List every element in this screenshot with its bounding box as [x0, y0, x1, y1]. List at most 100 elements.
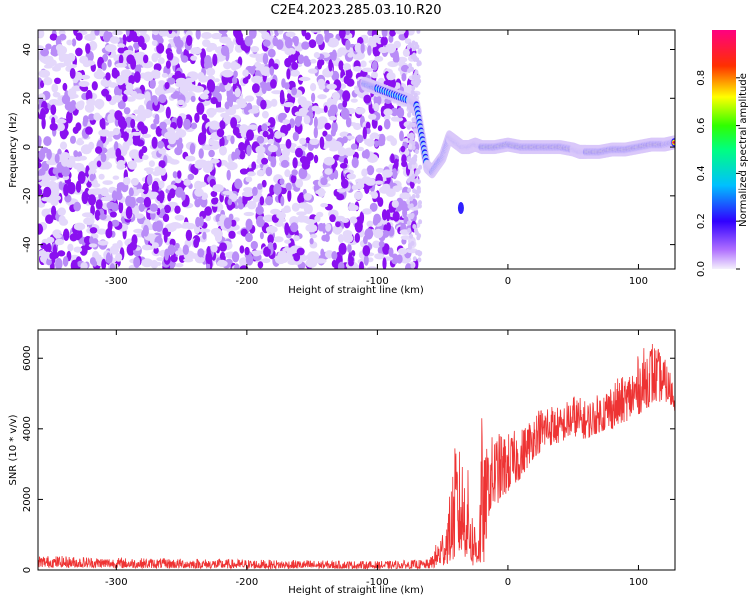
spectrogram-noise-cell	[45, 198, 57, 203]
spectrogram-noise-cell	[166, 77, 176, 85]
y-tick-label: -40	[22, 236, 33, 252]
spectrogram-noise-cell	[239, 245, 245, 254]
spectrogram-noise-cell	[129, 187, 134, 196]
spectrogram-noise-cell	[373, 213, 381, 224]
spectrogram-noise-cell	[94, 30, 100, 36]
spectrogram-noise-cell	[331, 251, 338, 260]
spectrogram-noise-cell	[38, 69, 51, 78]
spectrogram-noise-cell	[246, 171, 256, 177]
spectrogram-noise-cell	[61, 94, 71, 105]
spectrogram-noise-cell	[107, 220, 113, 232]
spectrogram-noise-cell	[415, 44, 420, 50]
spectrogram-noise-cell	[213, 78, 220, 83]
spectrogram-noise-cell	[49, 189, 60, 197]
spectrogram-noise-cell	[151, 40, 158, 46]
spectrogram-noise-cell	[417, 257, 422, 263]
spectrogram-noise-cell	[327, 37, 339, 48]
spectrogram-noise-cell	[234, 263, 240, 269]
spectrogram-noise-cell	[132, 31, 138, 43]
spectrogram-noise-cell	[401, 73, 407, 82]
spectrogram-noise-cell	[245, 232, 253, 243]
spectrogram-noise-cell	[390, 153, 395, 164]
spectrogram-noise-cell	[408, 244, 412, 250]
snr-series	[38, 343, 675, 570]
spectrogram-noise-cell	[404, 263, 412, 269]
spectrogram-noise-cell	[54, 153, 60, 164]
spectrogram-noise-cell	[38, 250, 47, 257]
spectrogram-noise-cell	[206, 46, 213, 53]
spectrogram-noise-cell	[57, 250, 66, 257]
spectrogram-noise-cell	[356, 146, 364, 152]
spectrogram-noise-cell	[234, 31, 243, 41]
spectrogram-noise-cell	[241, 191, 254, 197]
spectrogram-noise-cell	[87, 194, 97, 206]
spectrogram-noise-cell	[112, 243, 120, 248]
spectrogram-noise-cell	[339, 131, 350, 138]
spectrogram-y-ticks: -40 -20 0 20 40	[22, 43, 675, 253]
spectrogram-noise-cell	[342, 63, 351, 71]
spectrogram-noise-cell	[109, 211, 117, 218]
spectrogram-noise-cell	[206, 79, 215, 92]
spectrogram-noise-cell	[250, 46, 260, 53]
spectrogram-noise-cell	[198, 132, 206, 145]
spectrogram-noise-cell	[111, 69, 120, 79]
colorbar-ticks: 0.0 0.2 0.4 0.6 0.8	[696, 70, 740, 277]
spectrogram-noise-cell	[284, 37, 293, 49]
spectrogram-noise-cell	[51, 205, 57, 217]
spectrogram-noise-cell	[96, 228, 107, 235]
spectrogram-signal-core	[672, 141, 675, 144]
spectrogram-noise-cell	[276, 218, 287, 223]
spectrogram-noise-cell	[158, 160, 166, 169]
spectrogram-noise-cell	[406, 220, 411, 226]
spectrogram-noise-cell	[239, 265, 249, 269]
spectrogram-noise-cell	[407, 227, 412, 233]
spectrogram-noise-cell	[267, 138, 275, 145]
spectrogram-y-label: Frequency (Hz)	[8, 112, 19, 188]
spectrogram-noise-cell	[383, 118, 391, 130]
spectrogram-noise-cell	[185, 30, 193, 38]
spectrogram-noise-cell	[67, 182, 76, 195]
spectrogram-noise-cell	[59, 141, 68, 150]
spectrogram-noise-cell	[48, 99, 60, 106]
spectrogram-noise-cell	[93, 112, 101, 121]
spectrogram-noise-cell	[400, 200, 407, 210]
spectrogram-noise-cell	[415, 169, 420, 175]
spectrogram-noise-cell	[363, 149, 370, 159]
spectrogram-noise-cell	[394, 30, 406, 35]
spectrogram-noise-cell	[345, 69, 353, 79]
spectrogram-noise-cell	[375, 167, 385, 173]
spectrogram-noise-cell	[187, 173, 195, 181]
spectrogram-noise-cell	[230, 117, 238, 129]
spectrogram-noise-cell	[293, 235, 300, 242]
spectrogram-noise-cell	[372, 240, 381, 249]
spectrogram-noise-cell	[354, 232, 360, 243]
spectrogram-noise-cell	[308, 251, 320, 261]
spectrogram-noise-cell	[158, 30, 169, 37]
spectrogram-noise-cell	[324, 233, 330, 243]
spectrogram-noise-cell	[362, 245, 371, 257]
spectrogram-noise-cell	[164, 82, 170, 90]
spectrogram-noise-cell	[122, 94, 128, 103]
spectrogram-noise-cell	[408, 213, 413, 219]
spectrogram-noise-cell	[38, 175, 47, 180]
spectrogram-noise-cell	[261, 123, 268, 132]
spectrogram-noise-cell	[81, 212, 93, 218]
spectrogram-noise-cell	[139, 30, 147, 36]
spectrogram-noise-cell	[151, 180, 159, 194]
spectrogram-noise-cell	[330, 128, 336, 137]
spectrogram-noise-cell	[350, 217, 358, 224]
spectrogram-noise-cell	[176, 170, 182, 179]
spectrogram-noise-cell	[291, 61, 299, 70]
spectrogram-noise-cell	[221, 69, 234, 78]
spectrogram-noise-cell	[322, 222, 327, 234]
spectrogram-noise-cell	[210, 244, 218, 253]
spectrogram-noise-cell	[331, 91, 341, 102]
spectrogram-noise-cell	[304, 219, 317, 225]
spectrogram-noise-cell	[355, 182, 365, 190]
spectrogram-noise-cell	[105, 44, 117, 53]
spectrogram-noise-cell	[142, 224, 149, 237]
spectrogram-noise-cell	[76, 137, 83, 146]
spectrogram-noise-cell	[233, 70, 238, 78]
spectrogram-noise-cell	[397, 247, 408, 255]
spectrogram-noise-cell	[366, 266, 378, 269]
